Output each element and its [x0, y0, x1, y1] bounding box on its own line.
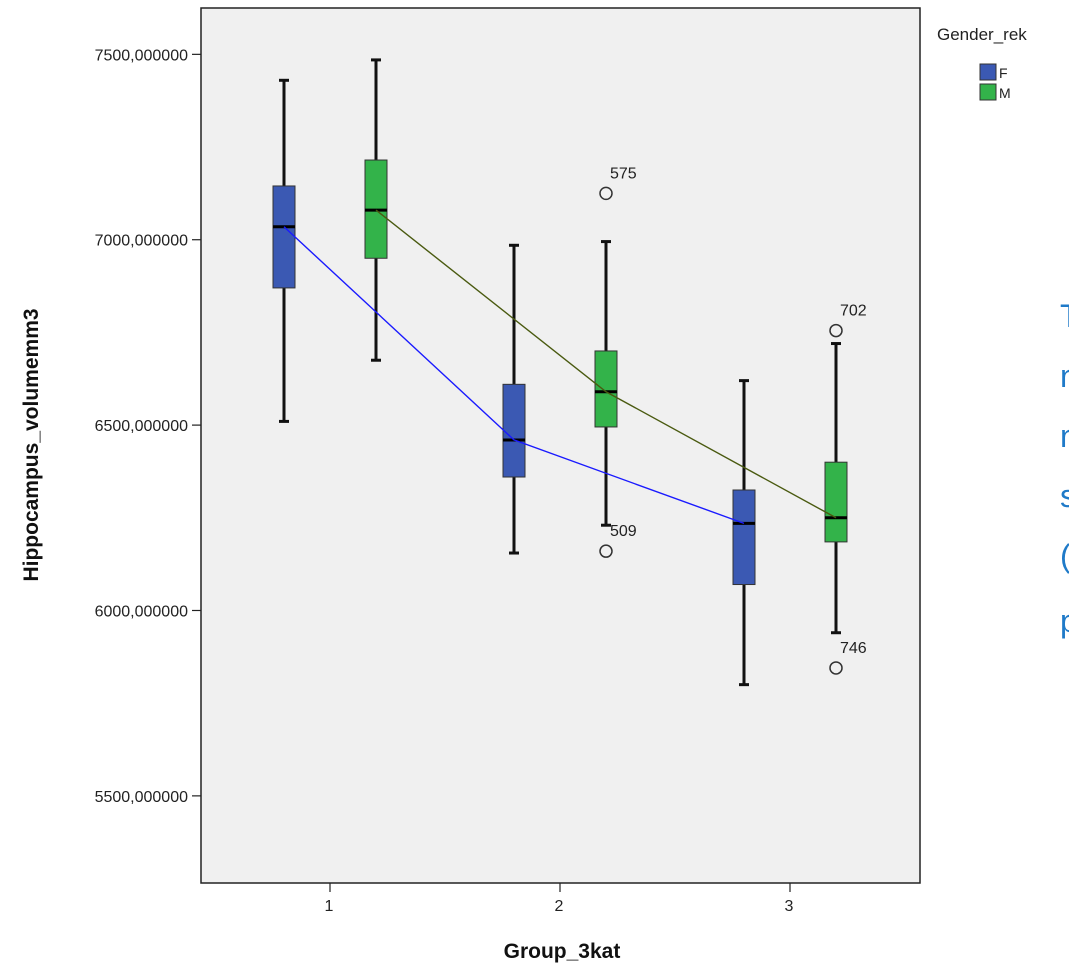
- box-M-cat-3: [824, 342, 848, 635]
- box-M-cat-1: [364, 58, 388, 362]
- x-tick-label: 1: [325, 898, 334, 915]
- side-text-line: T: [1060, 300, 1069, 332]
- y-tick-label: 7500,000000: [95, 47, 189, 64]
- outlier-label: 702: [840, 303, 867, 320]
- box-group: [272, 58, 848, 687]
- outlier-point: [599, 186, 613, 201]
- outlier-label: 509: [610, 523, 637, 540]
- legend-swatch-F: [979, 63, 997, 81]
- outlier-label: 575: [610, 165, 637, 182]
- y-tick-label: 5500,000000: [95, 789, 189, 806]
- legend-label-M: M: [999, 85, 1011, 101]
- median-line-F: [283, 226, 745, 525]
- side-text-line: n: [1060, 358, 1069, 394]
- x-tick-label: 2: [555, 898, 564, 915]
- plot-area: [200, 7, 921, 884]
- legend-title: Gender_rek: [937, 25, 1027, 44]
- side-text-line: s: [1060, 478, 1069, 514]
- iqr-box: [732, 489, 756, 586]
- box-F-cat-1: [272, 78, 296, 423]
- y-tick-label: 6500,000000: [95, 418, 189, 435]
- y-axis: 5500,000000 6000,000000 6500,000000 7000,00…: [95, 47, 201, 806]
- legend-label-F: F: [999, 65, 1008, 81]
- iqr-box: [824, 461, 848, 543]
- side-text-line: p: [1060, 603, 1069, 639]
- box-F-cat-3: [732, 379, 756, 687]
- iqr-box: [272, 185, 296, 289]
- outlier-point: [829, 323, 843, 338]
- x-tick-label: 3: [785, 898, 794, 915]
- iqr-box: [502, 383, 526, 478]
- legend: Gender_rek FM: [937, 25, 1027, 101]
- outlier-point: [599, 544, 613, 558]
- median-connecting-lines: [283, 209, 837, 525]
- y-tick-label: 7000,000000: [95, 233, 189, 250]
- legend-swatch-M: [979, 83, 997, 101]
- iqr-box: [594, 350, 618, 428]
- outlier-group: 575 509 702 746: [599, 165, 867, 675]
- side-text-line: (: [1060, 540, 1069, 572]
- box-M-cat-2: [594, 240, 618, 527]
- y-tick-label: 6000,000000: [95, 603, 189, 620]
- median-line-M: [375, 209, 837, 519]
- outlier-point: [829, 661, 843, 675]
- x-axis-title: Group_3kat: [504, 940, 621, 963]
- side-text-line: n: [1060, 418, 1069, 454]
- y-axis-title: Hippocampus_volumemm3: [20, 308, 43, 581]
- outlier-label: 746: [840, 640, 867, 657]
- x-axis: 1 2 3: [325, 883, 794, 915]
